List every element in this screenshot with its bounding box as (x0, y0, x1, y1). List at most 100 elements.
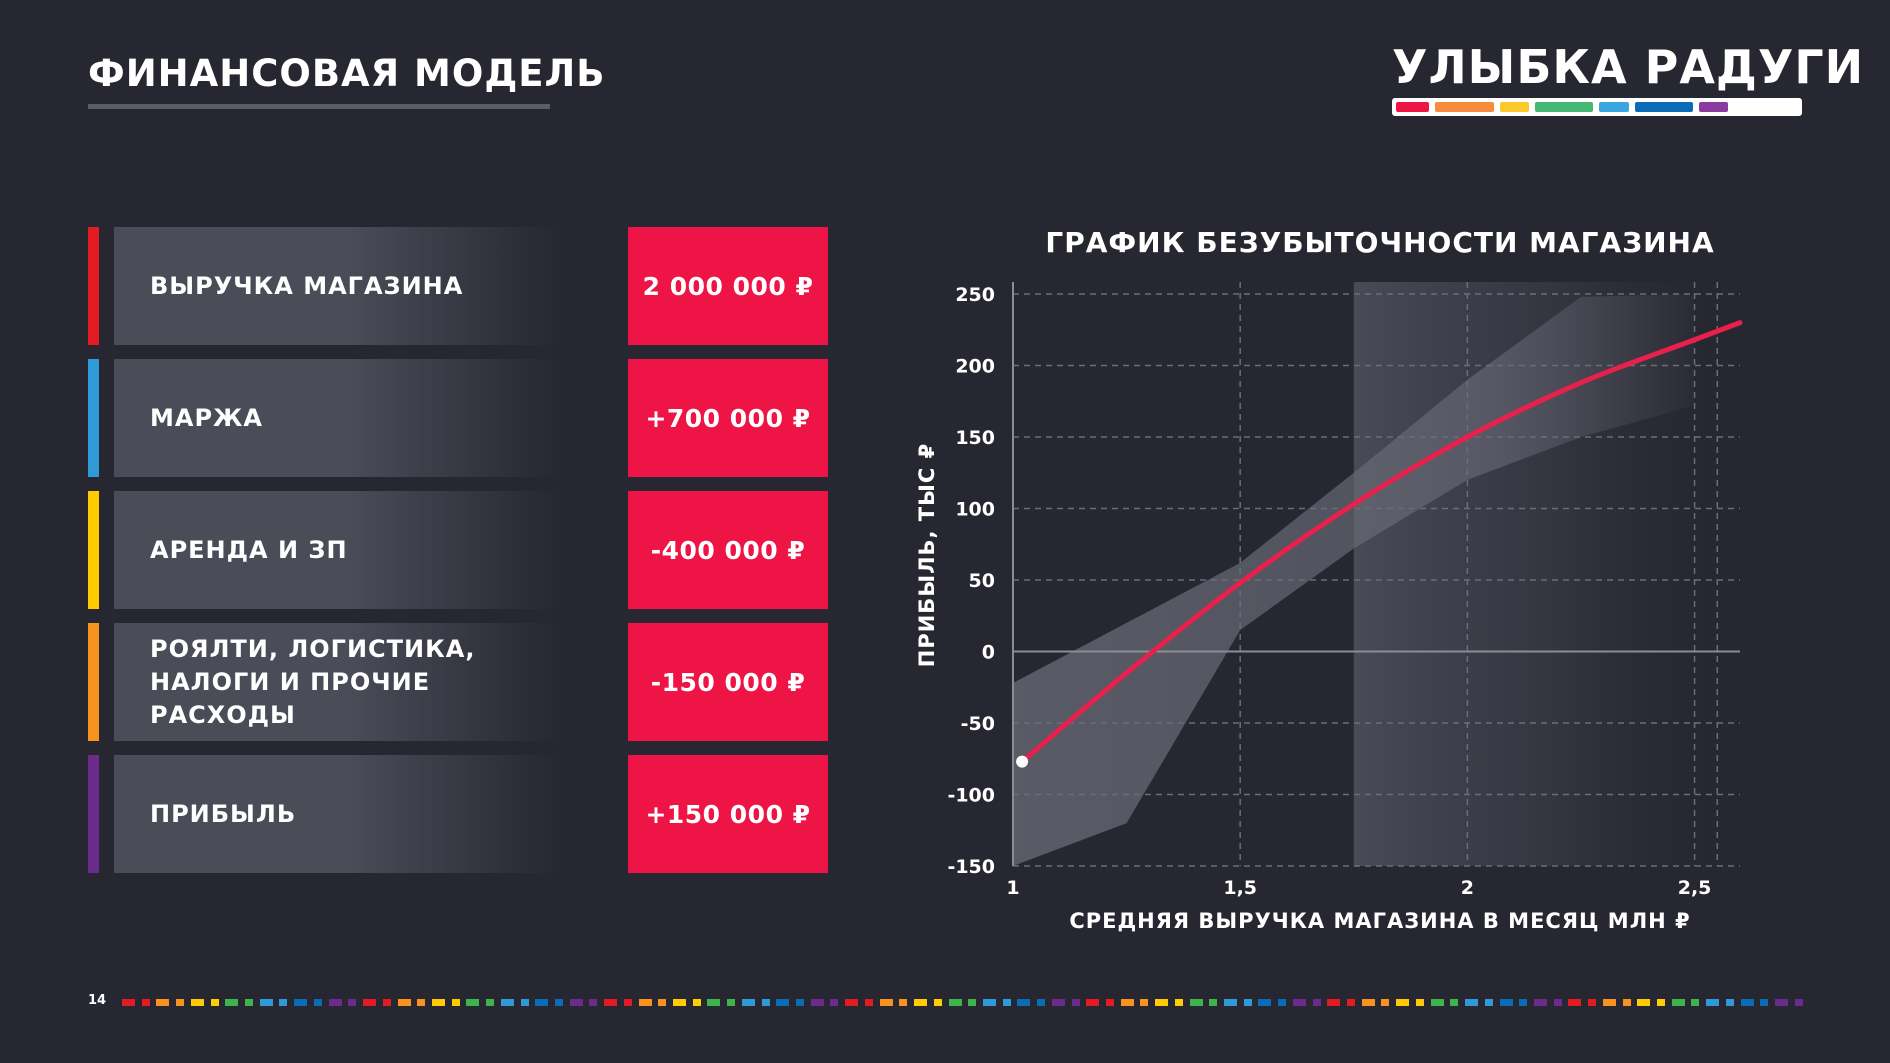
footer-dot (899, 998, 908, 1006)
row-value: +700 000 ₽ (628, 359, 828, 477)
footer-dot (431, 998, 445, 1006)
footer-dot (1278, 998, 1287, 1006)
row-label: АРЕНДА И ЗП (150, 535, 348, 564)
footer-dot (417, 998, 426, 1006)
row-label-box: МАРЖА (114, 359, 559, 477)
footer-dot (1602, 998, 1616, 1006)
footer-dot (1174, 998, 1183, 1006)
x-tick-label: 1,5 (1223, 877, 1257, 899)
confidence-band (1013, 294, 1695, 866)
footer-dot (190, 998, 204, 1006)
logo-bar-segment (1396, 102, 1429, 112)
footer-dot (1258, 998, 1272, 1006)
row-accent (88, 755, 99, 873)
footer-dot (830, 998, 839, 1006)
footer-dot (1361, 998, 1375, 1006)
footer-dot (500, 998, 514, 1006)
y-tick-label: 200 (955, 356, 995, 378)
page-number: 14 (88, 993, 107, 1008)
footer-dot (1533, 998, 1547, 1006)
footer-dot (914, 998, 928, 1006)
footer-dot (879, 998, 893, 1006)
footer-dot (156, 998, 170, 1006)
footer-dot (761, 998, 770, 1006)
footer-dot (279, 998, 288, 1006)
footer-rainbow-dots (122, 998, 1804, 1006)
footer-dot (692, 998, 701, 1006)
footer-dot (1775, 998, 1788, 1006)
row-profit: ПРИБЫЛЬ +150 000 ₽ (88, 755, 828, 873)
row-rent-salary: АРЕНДА И ЗП -400 000 ₽ (88, 491, 828, 609)
footer-dot (948, 998, 962, 1006)
footer-dot (1637, 998, 1651, 1006)
footer-dot (1588, 998, 1597, 1006)
footer-dot (363, 998, 377, 1006)
footer-dot (1292, 998, 1306, 1006)
footer-dot (1499, 998, 1513, 1006)
footer-dot (933, 998, 942, 1006)
footer-dot (1381, 998, 1390, 1006)
footer-dot (451, 998, 460, 1006)
footer-dot (210, 998, 219, 1006)
footer-dot (122, 998, 135, 1006)
footer-dot (589, 998, 598, 1006)
logo-bar-segment (1599, 102, 1629, 112)
footer-dot (1396, 998, 1410, 1006)
page-title: ФИНАНСОВАЯ МОДЕЛЬ (88, 52, 606, 95)
footer-dot (1051, 998, 1065, 1006)
footer-dot (1002, 998, 1011, 1006)
footer-dot (1120, 998, 1134, 1006)
row-accent (88, 623, 99, 741)
y-tick-label: -150 (947, 856, 995, 878)
footer-dot (141, 998, 150, 1006)
footer-dot (1760, 998, 1769, 1006)
footer-dot (845, 998, 859, 1006)
footer-dot (1450, 998, 1459, 1006)
footer-dot (397, 998, 411, 1006)
title-underline (88, 104, 550, 109)
footer-dot (348, 998, 357, 1006)
footer-dot (1691, 998, 1700, 1006)
y-axis-label: ПРИБЫЛЬ, ТЫС ₽ (915, 443, 939, 667)
x-tick-label: 2,5 (1678, 877, 1712, 899)
start-point-marker (1016, 755, 1029, 768)
row-margin: МАРЖА +700 000 ₽ (88, 359, 828, 477)
row-value: +150 000 ₽ (628, 755, 828, 873)
footer-dot (1484, 998, 1493, 1006)
footer-dot (604, 998, 618, 1006)
footer-dot (382, 998, 391, 1006)
footer-dot (1071, 998, 1080, 1006)
footer-dot (982, 998, 996, 1006)
footer-dot (1430, 998, 1444, 1006)
footer-dot (520, 998, 529, 1006)
y-tick-label: 150 (955, 427, 995, 449)
footer-dot (1312, 998, 1321, 1006)
row-accent (88, 227, 99, 345)
y-tick-label: 50 (969, 570, 995, 592)
footer-dot (1415, 998, 1424, 1006)
y-tick-label: -50 (961, 713, 995, 735)
row-value: -400 000 ₽ (628, 491, 828, 609)
row-label-box: ВЫРУЧКА МАГАЗИНА (114, 227, 559, 345)
footer-dot (1465, 998, 1479, 1006)
logo-bar-segment (1634, 102, 1694, 112)
profit-line (1019, 320, 1743, 765)
logo-bar-segment (1534, 102, 1594, 112)
footer-dot (707, 998, 721, 1006)
footer-dot (810, 998, 824, 1006)
footer-dot (535, 998, 549, 1006)
footer-dot (1519, 998, 1528, 1006)
footer-dot (1140, 998, 1149, 1006)
footer-dot (1740, 998, 1754, 1006)
y-tick-label: 0 (982, 642, 995, 664)
footer-dot (1794, 998, 1803, 1006)
brand-logo: УЛЫБКА РАДУГИ (1392, 44, 1863, 116)
x-tick-label: 2 (1461, 877, 1474, 899)
logo-bar-segment (1434, 102, 1494, 112)
y-tick-label: 250 (955, 284, 995, 306)
row-accent (88, 491, 99, 609)
footer-dot (1656, 998, 1665, 1006)
row-label: ПРИБЫЛЬ (150, 799, 297, 828)
footer-dot (796, 998, 805, 1006)
footer-dot (1105, 998, 1114, 1006)
